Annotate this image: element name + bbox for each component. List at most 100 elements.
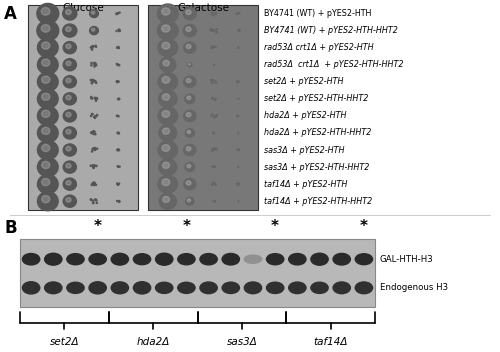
Text: BY4741 (WT) + pYES2-HTH: BY4741 (WT) + pYES2-HTH bbox=[264, 9, 372, 18]
Circle shape bbox=[238, 201, 239, 202]
Circle shape bbox=[238, 13, 239, 14]
Ellipse shape bbox=[156, 282, 173, 294]
Ellipse shape bbox=[186, 44, 191, 49]
Circle shape bbox=[90, 132, 92, 133]
Ellipse shape bbox=[162, 94, 170, 100]
Circle shape bbox=[118, 13, 119, 14]
Circle shape bbox=[118, 30, 119, 31]
Circle shape bbox=[237, 183, 238, 184]
Circle shape bbox=[212, 97, 213, 98]
Text: hda2Δ + pYES2-HTH-HHT2: hda2Δ + pYES2-HTH-HHT2 bbox=[264, 128, 372, 137]
Circle shape bbox=[215, 81, 216, 82]
Ellipse shape bbox=[38, 157, 58, 177]
Circle shape bbox=[117, 115, 118, 116]
Circle shape bbox=[118, 201, 120, 202]
Ellipse shape bbox=[90, 10, 98, 18]
Circle shape bbox=[92, 183, 94, 184]
Circle shape bbox=[94, 116, 96, 117]
Text: BY4741 (WT) + pYES2-HTH-HHT2: BY4741 (WT) + pYES2-HTH-HHT2 bbox=[264, 26, 398, 35]
Circle shape bbox=[212, 30, 213, 31]
Circle shape bbox=[94, 133, 95, 134]
Circle shape bbox=[118, 98, 120, 99]
Circle shape bbox=[94, 64, 96, 65]
Ellipse shape bbox=[162, 145, 170, 151]
Circle shape bbox=[211, 47, 212, 48]
Text: sas3Δ + pYES2-HTH-: sas3Δ + pYES2-HTH- bbox=[0, 351, 1, 352]
Circle shape bbox=[94, 117, 96, 118]
Circle shape bbox=[93, 165, 94, 166]
Circle shape bbox=[211, 13, 212, 14]
Text: Galactose: Galactose bbox=[177, 3, 229, 13]
Circle shape bbox=[211, 80, 212, 81]
Circle shape bbox=[118, 200, 120, 201]
Circle shape bbox=[96, 98, 98, 99]
Circle shape bbox=[94, 148, 96, 150]
Circle shape bbox=[212, 46, 214, 48]
Ellipse shape bbox=[42, 42, 50, 49]
Circle shape bbox=[214, 116, 215, 117]
Circle shape bbox=[118, 166, 119, 167]
Text: hda2Δ: hda2Δ bbox=[136, 337, 170, 347]
Ellipse shape bbox=[159, 159, 177, 175]
Circle shape bbox=[92, 200, 94, 201]
Ellipse shape bbox=[162, 111, 170, 117]
Circle shape bbox=[117, 13, 118, 14]
Circle shape bbox=[216, 114, 218, 115]
Circle shape bbox=[214, 116, 216, 117]
Circle shape bbox=[214, 148, 216, 149]
Circle shape bbox=[212, 149, 214, 150]
Circle shape bbox=[237, 82, 238, 83]
Text: sas3Δ + pYES2-HTH-HHT2: sas3Δ + pYES2-HTH-HHT2 bbox=[264, 163, 370, 171]
Ellipse shape bbox=[186, 147, 191, 151]
Ellipse shape bbox=[63, 42, 76, 54]
Text: sas3Δ: sas3Δ bbox=[226, 337, 258, 347]
Ellipse shape bbox=[187, 131, 190, 134]
Ellipse shape bbox=[63, 127, 76, 139]
Circle shape bbox=[117, 149, 118, 150]
Ellipse shape bbox=[66, 78, 71, 83]
Circle shape bbox=[118, 99, 120, 100]
Text: taf14Δ + pYES2-HTH-: taf14Δ + pYES2-HTH- bbox=[0, 351, 1, 352]
Ellipse shape bbox=[158, 90, 177, 107]
Circle shape bbox=[91, 82, 92, 84]
Ellipse shape bbox=[186, 181, 191, 185]
Ellipse shape bbox=[38, 140, 58, 159]
Circle shape bbox=[94, 64, 96, 65]
Circle shape bbox=[118, 201, 120, 202]
Circle shape bbox=[96, 98, 98, 99]
Circle shape bbox=[117, 166, 118, 167]
Circle shape bbox=[214, 166, 216, 167]
Ellipse shape bbox=[66, 181, 71, 185]
Circle shape bbox=[94, 182, 95, 183]
Text: Glucose: Glucose bbox=[62, 3, 104, 13]
Ellipse shape bbox=[111, 253, 128, 265]
Circle shape bbox=[119, 65, 120, 66]
Ellipse shape bbox=[66, 61, 71, 66]
Circle shape bbox=[119, 12, 120, 13]
Circle shape bbox=[212, 48, 213, 49]
Circle shape bbox=[212, 166, 213, 167]
Ellipse shape bbox=[42, 195, 50, 203]
Circle shape bbox=[116, 82, 117, 83]
Ellipse shape bbox=[63, 195, 76, 207]
Text: set2Δ: set2Δ bbox=[50, 337, 79, 347]
Circle shape bbox=[94, 131, 95, 132]
Circle shape bbox=[239, 12, 240, 13]
Text: rad53Δ  crt1Δ  + pYES2-HTH-HHT2: rad53Δ crt1Δ + pYES2-HTH-HHT2 bbox=[264, 60, 404, 69]
Circle shape bbox=[92, 166, 94, 168]
Circle shape bbox=[92, 165, 94, 166]
Circle shape bbox=[212, 183, 214, 184]
Circle shape bbox=[238, 30, 239, 31]
Ellipse shape bbox=[356, 254, 372, 265]
Circle shape bbox=[238, 30, 239, 31]
Circle shape bbox=[215, 46, 216, 48]
Circle shape bbox=[117, 81, 118, 82]
Ellipse shape bbox=[63, 144, 76, 156]
Ellipse shape bbox=[22, 253, 40, 265]
Circle shape bbox=[116, 201, 117, 202]
Circle shape bbox=[214, 183, 215, 184]
Circle shape bbox=[212, 149, 214, 150]
Text: sas3Δ + pYES2-HTH: sas3Δ + pYES2-HTH bbox=[264, 145, 344, 155]
Ellipse shape bbox=[92, 28, 95, 31]
Text: hda2Δ + pYES2-HTH-: hda2Δ + pYES2-HTH- bbox=[0, 351, 1, 352]
